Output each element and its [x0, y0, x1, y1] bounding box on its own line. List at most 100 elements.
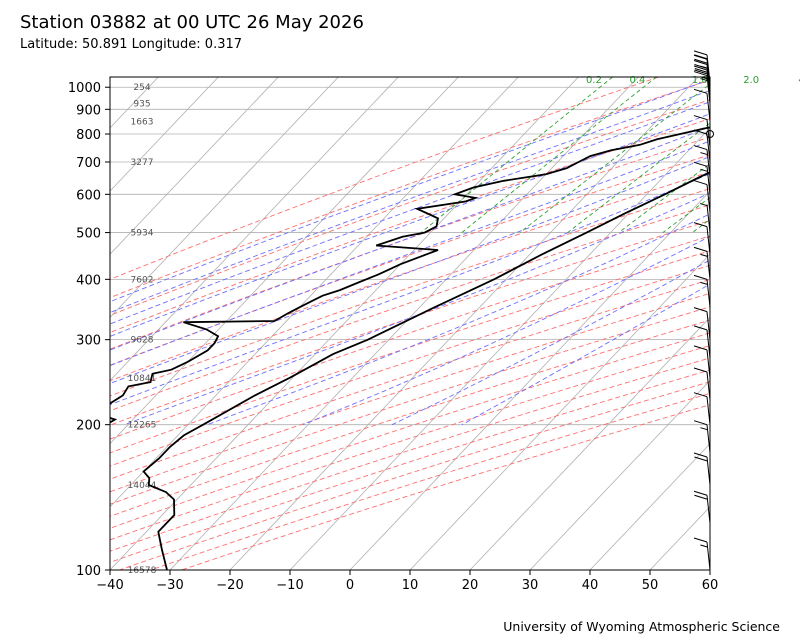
- mixing-ratio-line: [733, 77, 800, 233]
- dewpoint-profile: [110, 126, 710, 424]
- mixing-ratio-label: 4.0: [798, 75, 800, 86]
- moist-adiabat: [110, 79, 710, 303]
- wind-barb: [693, 71, 711, 104]
- mixing-ratio-label: 1.0: [692, 75, 708, 86]
- axes: −40 −30 −20 −10 0 10 20 30 40 50 60 1000 900 800 700 60…: [68, 76, 719, 593]
- height-label: 7602: [131, 275, 154, 285]
- isotherm-line: [649, 506, 710, 570]
- height-label: 16578: [128, 566, 157, 576]
- x-tick-label: 20: [462, 578, 479, 593]
- y-tick-label: 1000: [68, 81, 101, 96]
- wind-barb: [693, 88, 711, 122]
- y-tick-label: 100: [76, 564, 101, 579]
- x-tick-label: 60: [702, 578, 719, 593]
- isotherm-line: [110, 77, 279, 255]
- height-label: 1663: [131, 117, 154, 127]
- height-labels: 16578 14044 12265 10841 9628 7602 5934 3277 1663…: [128, 83, 157, 576]
- wind-barb: [693, 420, 711, 453]
- mixing-ratio-line: [420, 77, 613, 233]
- y-tick-label: 900: [76, 103, 101, 118]
- wind-barb: [693, 145, 711, 178]
- wind-barb: [693, 452, 711, 486]
- moist-adiabat: [207, 213, 710, 426]
- wind-barb: [693, 65, 711, 99]
- y-tick-label: 600: [76, 188, 101, 203]
- x-tick-label: 10: [402, 578, 419, 593]
- x-tick-label: 0: [346, 578, 354, 593]
- mixing-ratio-line: [567, 122, 710, 233]
- mixing-ratio-line: [519, 83, 710, 233]
- moist-adiabat: [110, 89, 710, 314]
- wind-barb: [693, 345, 711, 378]
- wind-barb: [693, 60, 711, 93]
- isotherm-line: [409, 253, 710, 570]
- isotherm-line: [469, 316, 710, 570]
- dry-adiabat: [110, 79, 710, 299]
- background-lines: [110, 77, 800, 570]
- dry-adiabat: [110, 292, 710, 493]
- chart-subtitle: Latitude: 50.891 Longitude: 0.317: [20, 37, 243, 52]
- mixing-ratio-labels: 0.20.41.02.04.07.010.016.024.032.0: [586, 75, 800, 86]
- x-tick-label: −30: [156, 578, 183, 593]
- x-tick-label: 30: [522, 578, 539, 593]
- isotherm-line: [709, 569, 710, 570]
- dry-adiabat: [110, 264, 710, 467]
- isotherm-line: [110, 77, 459, 445]
- moist-adiabat: [110, 155, 710, 385]
- height-label: 9628: [131, 336, 154, 346]
- wind-barb: [693, 274, 711, 308]
- moist-adiabat: [110, 113, 710, 337]
- y-tick-label: 800: [76, 128, 101, 143]
- mixing-ratio-line: [769, 77, 800, 233]
- wind-barb: [693, 222, 711, 255]
- wind-barb: [693, 325, 711, 358]
- isotherm-line: [169, 77, 639, 570]
- isotherm-line: [110, 77, 159, 129]
- moist-adiabat: [302, 235, 710, 426]
- wind-barb: [693, 367, 711, 401]
- dry-adiabat: [110, 188, 710, 397]
- isotherm-line: [349, 190, 710, 570]
- isotherm-line: [110, 77, 219, 192]
- plot-frame: [109, 76, 711, 571]
- dry-adiabat: [110, 136, 710, 350]
- wind-barb: [693, 129, 711, 163]
- wind-barbs: [693, 50, 714, 571]
- moist-adiabat: [461, 283, 710, 426]
- dry-adiabat: [110, 369, 710, 563]
- sounding-profiles: [110, 126, 710, 570]
- y-tick-label: 400: [76, 273, 101, 288]
- isotherm-line: [229, 77, 699, 570]
- x-tick-label: −40: [96, 578, 123, 593]
- height-label: 254: [133, 83, 150, 93]
- dry-adiabat: [110, 99, 710, 316]
- y-tick-label: 700: [76, 156, 101, 171]
- moist-adiabat: [391, 259, 710, 426]
- wind-barb: [693, 537, 711, 571]
- mixing-ratio-label: 0.2: [586, 75, 602, 86]
- isotherm-line: [110, 77, 399, 382]
- wind-barb: [693, 490, 711, 524]
- dry-adiabat: [110, 235, 710, 440]
- isotherm-line: [110, 77, 339, 318]
- height-label: 14044: [128, 481, 157, 491]
- y-tick-label: 300: [76, 334, 101, 349]
- x-tick-label: 40: [582, 578, 599, 593]
- isotherm-line: [110, 77, 519, 508]
- footer-credit: University of Wyoming Atmospheric Scienc…: [503, 619, 780, 634]
- mixing-ratio-line: [461, 77, 657, 233]
- mixing-ratio-label: 0.4: [630, 75, 646, 86]
- height-label: 935: [133, 100, 150, 110]
- y-tick-label: 200: [76, 419, 101, 434]
- wind-barb: [699, 203, 711, 233]
- x-tick-label: 50: [642, 578, 659, 593]
- wind-barb: [693, 246, 711, 280]
- mixing-ratio-label: 2.0: [743, 75, 759, 86]
- height-label: 5934: [131, 229, 154, 239]
- wind-barb: [693, 392, 711, 425]
- moist-adiabat: [110, 126, 710, 351]
- isotherm-line: [529, 379, 710, 570]
- dry-adiabat: [110, 357, 710, 552]
- mixing-ratio-line: [795, 77, 800, 233]
